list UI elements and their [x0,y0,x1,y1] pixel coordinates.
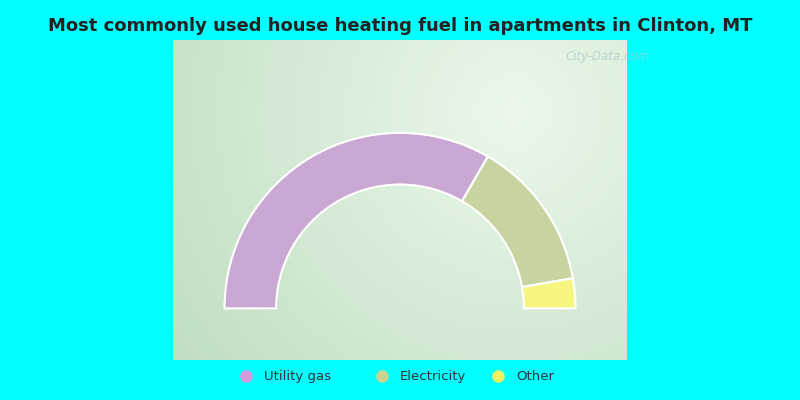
Circle shape [307,0,720,319]
Circle shape [358,0,668,267]
Circle shape [14,0,800,400]
Polygon shape [173,40,627,360]
Circle shape [402,0,626,224]
Circle shape [324,0,702,302]
Circle shape [264,0,763,362]
Circle shape [230,0,798,396]
Circle shape [479,78,548,147]
Circle shape [247,0,780,379]
Circle shape [101,0,800,400]
Circle shape [462,61,565,164]
Circle shape [367,0,660,258]
Circle shape [238,0,789,388]
Text: City-Data.com: City-Data.com [566,50,650,63]
Circle shape [342,0,686,284]
Circle shape [49,0,800,400]
Circle shape [213,0,800,400]
Circle shape [66,0,800,400]
Circle shape [170,0,800,400]
Circle shape [221,0,800,400]
Circle shape [161,0,800,400]
Circle shape [75,0,800,400]
Circle shape [32,0,800,400]
Circle shape [505,104,522,121]
Circle shape [298,0,729,327]
Text: Most commonly used house heating fuel in apartments in Clinton, MT: Most commonly used house heating fuel in… [48,17,752,35]
Circle shape [445,44,582,181]
Circle shape [427,26,599,198]
Circle shape [41,0,800,400]
Circle shape [144,0,800,400]
Circle shape [333,0,694,293]
Circle shape [410,9,617,216]
Circle shape [282,0,746,344]
Text: Electricity: Electricity [400,370,466,382]
Wedge shape [225,133,488,308]
Circle shape [178,0,800,400]
Circle shape [255,0,772,370]
Circle shape [135,0,800,400]
Wedge shape [462,156,573,287]
Circle shape [419,18,608,207]
Circle shape [273,0,754,353]
Circle shape [376,0,651,250]
Circle shape [23,0,800,400]
Circle shape [186,0,800,400]
Circle shape [83,0,800,400]
Circle shape [195,0,800,400]
Text: Other: Other [516,370,554,382]
Circle shape [436,35,591,190]
Circle shape [385,0,642,241]
Circle shape [488,86,539,138]
Circle shape [152,0,800,400]
Circle shape [58,0,800,400]
Circle shape [92,0,800,400]
Text: Utility gas: Utility gas [264,370,331,382]
Wedge shape [522,278,575,308]
Circle shape [454,52,574,172]
Circle shape [110,0,800,400]
Circle shape [126,0,800,400]
Circle shape [6,0,800,400]
Circle shape [118,0,800,400]
Circle shape [393,0,634,233]
Circle shape [350,0,677,276]
Circle shape [204,0,800,400]
Circle shape [496,95,530,130]
Circle shape [290,0,738,336]
Circle shape [470,69,557,155]
Circle shape [316,0,711,310]
